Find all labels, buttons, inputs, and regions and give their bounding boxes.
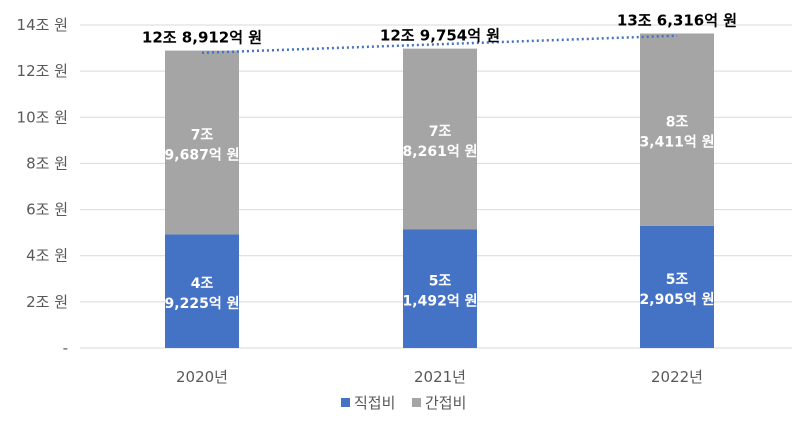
y-tick-label: 12조 원 bbox=[17, 62, 68, 80]
y-tick-label: 8조 원 bbox=[26, 154, 68, 172]
x-axis: 2020년 2021년 2022년 bbox=[176, 368, 703, 386]
bar-segment bbox=[165, 234, 239, 348]
segment-value-label: 2,905억 원 bbox=[640, 292, 715, 308]
legend: 직접비 간접비 bbox=[341, 394, 466, 412]
bar-segment bbox=[640, 225, 714, 348]
bar-segment bbox=[403, 229, 477, 348]
x-tick-label: 2022년 bbox=[651, 368, 703, 386]
y-tick-label: 4조 원 bbox=[26, 247, 68, 265]
segment-value-label: 4조 bbox=[191, 276, 214, 292]
segment-value-label: 5조 bbox=[429, 274, 452, 290]
segment-value-label: 9,687억 원 bbox=[165, 148, 240, 164]
x-tick-label: 2020년 bbox=[176, 368, 228, 386]
bar-segment bbox=[640, 33, 714, 226]
total-value-label: 12조 9,754억 원 bbox=[380, 27, 500, 45]
segment-value-label: 8조 bbox=[666, 115, 689, 131]
bar-segment bbox=[165, 50, 239, 235]
trendline bbox=[201, 34, 678, 55]
trendline-line bbox=[201, 34, 678, 55]
segment-value-label: 7조 bbox=[429, 124, 452, 140]
segment-value-label: 5조 bbox=[666, 272, 689, 288]
legend-swatch-indirect bbox=[412, 398, 421, 407]
x-tick-label: 2021년 bbox=[414, 368, 466, 386]
total-value-label: 13조 6,316억 원 bbox=[617, 11, 737, 29]
bar-segment bbox=[403, 48, 477, 230]
y-tick-label: - bbox=[63, 339, 68, 357]
segment-value-label: 8,261억 원 bbox=[403, 144, 478, 160]
total-labels: 12조 8,912억 원 12조 9,754억 원 13조 6,316억 원 bbox=[142, 11, 737, 46]
bars bbox=[165, 33, 714, 348]
total-value-label: 12조 8,912억 원 bbox=[142, 29, 262, 47]
legend-label-indirect: 간접비 bbox=[425, 394, 466, 412]
segment-value-label: 1,492억 원 bbox=[403, 294, 478, 310]
legend-swatch-direct bbox=[341, 398, 350, 407]
y-tick-label: 10조 원 bbox=[17, 108, 68, 126]
y-tick-label: 14조 원 bbox=[17, 16, 68, 34]
legend-label-direct: 직접비 bbox=[354, 394, 395, 412]
segment-labels: 4조 9,225억 원 7조 9,687억 원 5조 1,492억 원 7조 8,261억 원… bbox=[165, 115, 715, 312]
segment-value-label: 7조 bbox=[191, 128, 214, 144]
y-tick-label: 6조 원 bbox=[26, 201, 68, 219]
y-axis: - 2조 원 4조 원 6조 원 8조 원 10조 원 12조 원 14조 원 bbox=[17, 16, 68, 357]
y-tick-label: 2조 원 bbox=[26, 293, 68, 311]
segment-value-label: 3,411억 원 bbox=[640, 135, 715, 151]
segment-value-label: 9,225억 원 bbox=[165, 296, 240, 312]
